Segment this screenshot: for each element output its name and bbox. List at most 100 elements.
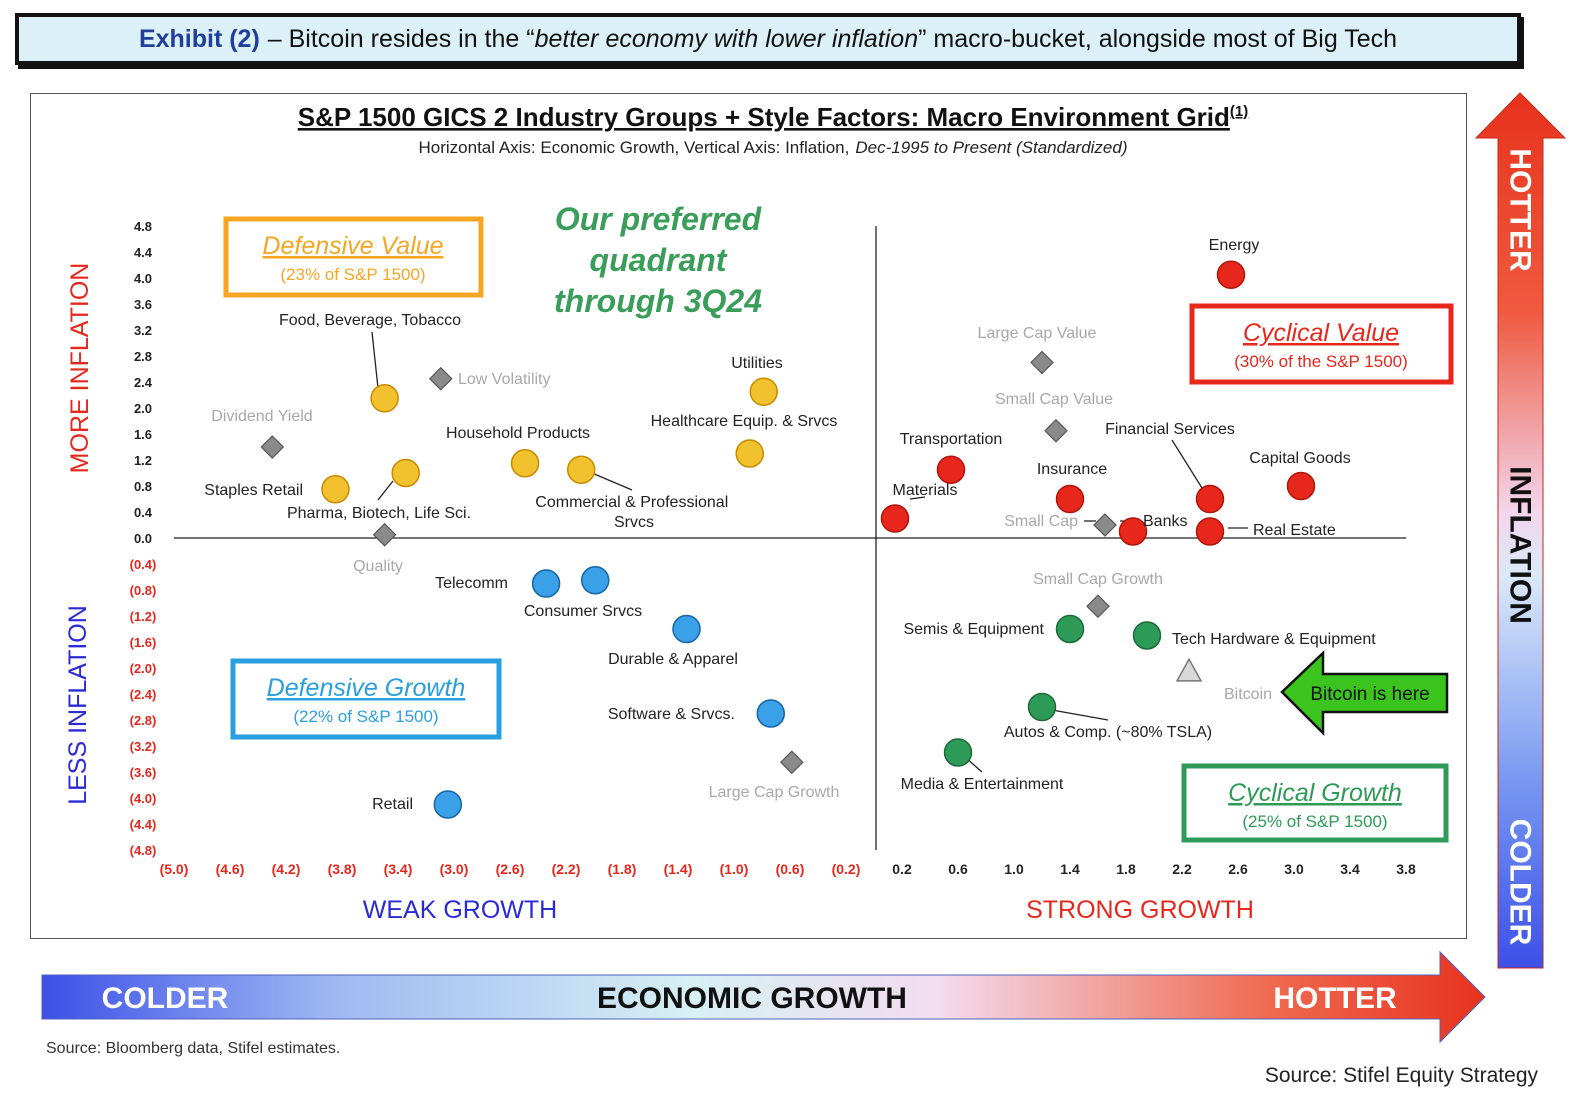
label-banks: Banks bbox=[1143, 513, 1187, 530]
label-software-srvcs: Software & Srvcs. bbox=[608, 706, 735, 723]
y-tick-label: (4.4) bbox=[130, 817, 157, 832]
y-tick-label: 2.4 bbox=[134, 375, 153, 390]
point-capital-goods bbox=[1286, 471, 1316, 501]
point-low-volatility bbox=[428, 366, 453, 391]
exhibit-text-italic: better economy with lower inflation bbox=[534, 24, 919, 53]
x-tick-label: (2.2) bbox=[552, 861, 581, 877]
arrow-h-right-label: HOTTER bbox=[1273, 982, 1397, 1015]
point-telecomm bbox=[531, 569, 561, 598]
point-pharma-biotech-life-sci bbox=[391, 458, 420, 488]
x-tick-label: 2.6 bbox=[1228, 861, 1248, 877]
x-tick-label: (0.2) bbox=[832, 861, 861, 877]
point-consumer-srvcs bbox=[581, 566, 610, 595]
quadrant-defensive-value: Defensive Value (23% of S&P 1500) bbox=[223, 216, 484, 298]
leader-lines bbox=[371, 331, 1248, 773]
label-large-cap-growth: Large Cap Growth bbox=[709, 784, 840, 801]
y-tick-label: 4.0 bbox=[134, 271, 152, 286]
bitcoin-callout: Bitcoin is here bbox=[1280, 650, 1449, 737]
label-real-estate: Real Estate bbox=[1253, 522, 1336, 539]
arrow-v-top-label: HOTTER bbox=[1504, 148, 1537, 272]
point-retail bbox=[433, 790, 463, 819]
y-tick-label: (4.8) bbox=[130, 843, 157, 858]
y-tick-label: 1.6 bbox=[134, 427, 152, 442]
label-telecomm: Telecomm bbox=[435, 575, 508, 592]
chart-title-sup: (1) bbox=[1230, 103, 1248, 120]
exhibit-text-post: ” macro-bucket, alongside most of Big Te… bbox=[918, 24, 1398, 53]
chart-title-text: S&P 1500 GICS 2 Industry Groups + Style … bbox=[298, 102, 1230, 132]
label-small-cap-growth: Small Cap Growth bbox=[1033, 571, 1163, 588]
label-commercial-professional: Commercial & Professional Srvcs bbox=[535, 494, 732, 531]
source-right: Source: Stifel Equity Strategy bbox=[1264, 1064, 1538, 1087]
point-large-cap-value bbox=[1030, 350, 1054, 375]
label-low-volatility: Low Volatility bbox=[458, 371, 551, 388]
x-tick-label: 1.4 bbox=[1060, 861, 1080, 877]
y-tick-label: (4.0) bbox=[130, 791, 157, 806]
label-commercial-line1: Commercial & Professional bbox=[535, 494, 728, 511]
point-media-entertainment bbox=[943, 738, 973, 767]
label-materials: Materials bbox=[893, 482, 958, 499]
label-durable-apparel: Durable & Apparel bbox=[608, 651, 738, 668]
x-tick-label: 1.8 bbox=[1116, 861, 1136, 877]
x-tick-label: 3.4 bbox=[1340, 861, 1360, 877]
label-small-cap: Small Cap bbox=[1004, 513, 1078, 530]
xlabel-left: WEAK GROWTH bbox=[363, 896, 557, 924]
preferred-line-1: Our preferred bbox=[555, 201, 763, 237]
label-large-cap-value: Large Cap Value bbox=[978, 325, 1097, 342]
ylabel-top: MORE INFLATION bbox=[66, 263, 94, 474]
y-tick-label: (1.2) bbox=[130, 609, 157, 624]
point-labels: Food, Beverage, Tobacco Staples Retail P… bbox=[204, 237, 1376, 813]
chart-subtitle: Horizontal Axis: Economic Growth, Vertic… bbox=[419, 138, 1128, 157]
arrow-h-left-label: COLDER bbox=[102, 982, 229, 1015]
y-tick-label: (3.6) bbox=[130, 765, 157, 780]
y-tick-label: 4.8 bbox=[134, 219, 152, 234]
y-tick-label: 3.6 bbox=[134, 297, 152, 312]
y-tick-label: 1.2 bbox=[134, 453, 152, 468]
label-retail: Retail bbox=[372, 796, 413, 813]
label-bitcoin: Bitcoin bbox=[1224, 686, 1272, 703]
growth-arrow: COLDER ECONOMIC GROWTH HOTTER bbox=[41, 950, 1486, 1044]
x-tick-label: 3.8 bbox=[1396, 861, 1416, 877]
data-points bbox=[260, 260, 1316, 819]
point-dividend-yield bbox=[260, 435, 285, 459]
quadrant-cg-sub: (25% of S&P 1500) bbox=[1242, 812, 1387, 831]
label-small-cap-value: Small Cap Value bbox=[995, 391, 1113, 408]
point-quality bbox=[372, 522, 397, 547]
y-tick-label: 0.4 bbox=[134, 505, 153, 520]
y-tick-label: 0.8 bbox=[134, 479, 152, 494]
chart-title: S&P 1500 GICS 2 Industry Groups + Style … bbox=[298, 102, 1249, 132]
point-software-srvcs bbox=[756, 699, 786, 728]
x-tick-label: (3.4) bbox=[384, 861, 413, 877]
label-financial-services: Financial Services bbox=[1105, 421, 1235, 438]
arrow-v-bottom-label: COLDER bbox=[1504, 819, 1537, 946]
point-autos-comp-80-tsla bbox=[1027, 692, 1057, 722]
point-small-cap-growth bbox=[1086, 594, 1110, 619]
x-tick-label: 0.2 bbox=[892, 861, 912, 877]
point-transportation bbox=[936, 455, 966, 484]
preferred-line-3: through 3Q24 bbox=[554, 283, 762, 319]
point-energy bbox=[1216, 260, 1246, 289]
source-left: Source: Bloomberg data, Stifel estimates… bbox=[46, 1040, 341, 1057]
point-large-cap-growth bbox=[779, 750, 804, 775]
x-tick-label: 3.0 bbox=[1284, 861, 1304, 877]
chart-subtitle-italic: Dec-1995 to Present (Standardized) bbox=[855, 138, 1127, 157]
quadrant-cg-name: Cyclical Growth bbox=[1228, 779, 1402, 807]
point-food-beverage-tobacco bbox=[370, 384, 399, 413]
point-tech-hardware-equipment bbox=[1132, 621, 1162, 650]
x-tick-label: 0.6 bbox=[948, 861, 968, 877]
y-tick-label: 0.0 bbox=[134, 531, 152, 546]
x-tick-label: (1.8) bbox=[608, 861, 637, 877]
label-insurance: Insurance bbox=[1037, 461, 1107, 478]
y-tick-label: (3.2) bbox=[130, 739, 157, 754]
ylabel-bottom: LESS INFLATION bbox=[64, 605, 92, 805]
point-semis-equipment bbox=[1055, 614, 1085, 644]
y-tick-label: 2.8 bbox=[134, 349, 152, 364]
quadrant-dv-name: Defensive Value bbox=[262, 232, 443, 260]
quadrant-cyclical-growth: Cyclical Growth (25% of S&P 1500) bbox=[1181, 763, 1449, 843]
x-tick-label: (4.2) bbox=[272, 861, 301, 877]
x-tick-label: 2.2 bbox=[1172, 861, 1192, 877]
label-energy: Energy bbox=[1209, 237, 1260, 254]
preferred-quadrant-note: Our preferred quadrant through 3Q24 bbox=[554, 201, 763, 319]
x-tick-label: (1.4) bbox=[664, 861, 693, 877]
point-utilities bbox=[749, 377, 778, 406]
